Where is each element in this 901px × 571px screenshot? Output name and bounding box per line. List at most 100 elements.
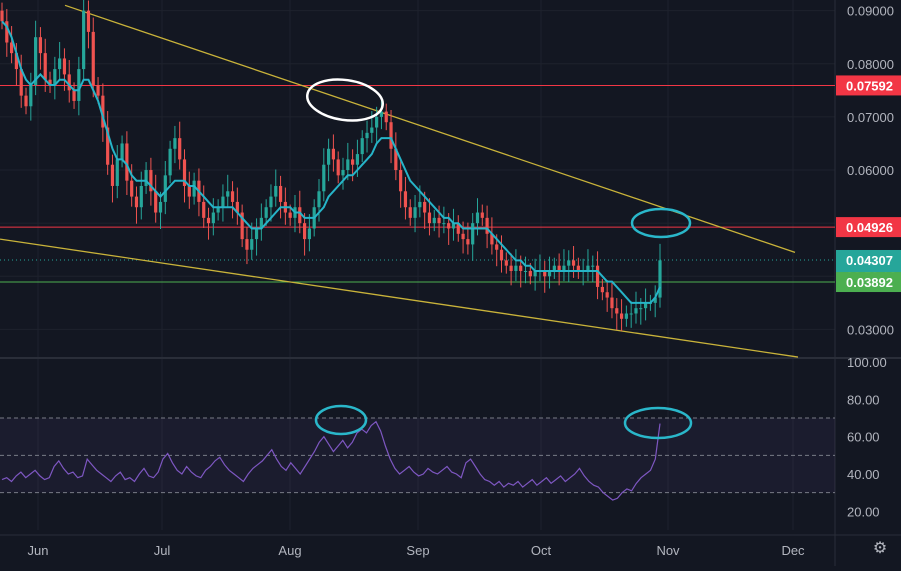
candle-body bbox=[639, 308, 643, 310]
time-tick-label: Aug bbox=[278, 543, 301, 558]
candle-body bbox=[365, 132, 369, 139]
candle-body bbox=[562, 265, 566, 271]
candle-body bbox=[53, 69, 57, 86]
candle-body bbox=[485, 217, 489, 234]
candle-body bbox=[230, 191, 235, 202]
candle-body bbox=[423, 201, 427, 213]
candle-body bbox=[456, 223, 460, 234]
candle-body bbox=[619, 313, 624, 319]
candle-body bbox=[331, 148, 336, 160]
candle-body bbox=[514, 265, 518, 271]
candle-body bbox=[77, 69, 81, 101]
candle-body bbox=[384, 111, 388, 123]
candle-body bbox=[547, 270, 552, 277]
candle-body bbox=[615, 308, 619, 314]
candle-body bbox=[82, 10, 86, 70]
candle-body bbox=[91, 31, 95, 86]
candle-body bbox=[355, 154, 360, 165]
candle-body bbox=[72, 90, 76, 101]
candle-body bbox=[144, 170, 148, 186]
annotation-ellipse-rsi-right bbox=[623, 406, 693, 440]
candle-body bbox=[629, 313, 633, 315]
candle-body bbox=[216, 207, 220, 213]
time-tick-label: Jul bbox=[154, 543, 171, 558]
candle-body bbox=[605, 292, 609, 298]
candle-body bbox=[591, 265, 595, 267]
candle-body bbox=[653, 297, 657, 303]
candle-body bbox=[389, 122, 393, 149]
candle-body bbox=[302, 223, 307, 240]
candle-body bbox=[182, 159, 187, 186]
candle-body bbox=[394, 148, 398, 171]
time-tick-label: Jun bbox=[28, 543, 49, 558]
candle-body bbox=[120, 143, 124, 160]
candle-body bbox=[519, 265, 523, 271]
candle-body bbox=[528, 270, 532, 277]
candle-body bbox=[375, 116, 379, 128]
candle-body bbox=[413, 207, 417, 218]
candle-body bbox=[19, 69, 23, 96]
candle-body bbox=[134, 196, 139, 208]
candle-body bbox=[278, 185, 283, 202]
candle-body bbox=[341, 170, 345, 176]
candle-body bbox=[24, 95, 28, 107]
candle-body bbox=[418, 201, 422, 208]
candle-body bbox=[336, 159, 340, 176]
gear-icon[interactable]: ⚙ bbox=[872, 540, 888, 557]
time-tick-label: Nov bbox=[656, 543, 680, 558]
candle-body bbox=[221, 196, 225, 208]
candle-body bbox=[10, 42, 14, 54]
rsi-line bbox=[1, 420, 661, 501]
candle-body bbox=[326, 148, 331, 165]
candle-body bbox=[475, 212, 480, 224]
candle-body bbox=[192, 180, 196, 197]
candle-body bbox=[624, 313, 628, 319]
candle-body bbox=[34, 37, 38, 86]
moving-average-line bbox=[1, 20, 661, 304]
time-tick-label: Dec bbox=[781, 543, 805, 558]
price-tick-label: 0.03000 bbox=[847, 322, 894, 337]
candle-body bbox=[543, 270, 547, 277]
candle-body bbox=[552, 265, 556, 271]
candle-body bbox=[322, 164, 326, 192]
price-badge-label: 0.07592 bbox=[846, 78, 893, 93]
candle-body bbox=[0, 10, 4, 22]
price-tick-label: 0.07000 bbox=[847, 110, 894, 125]
annotation-ellipse-white bbox=[306, 78, 384, 122]
candle-body bbox=[586, 265, 590, 271]
candle-body bbox=[466, 239, 470, 245]
price-tick-label: 0.08000 bbox=[847, 57, 894, 72]
candle-body bbox=[658, 260, 662, 298]
candle-body bbox=[317, 191, 321, 208]
candle-body bbox=[125, 143, 129, 181]
candle-body bbox=[432, 217, 436, 224]
annotation-ellipse-top bbox=[630, 207, 692, 239]
candle-body bbox=[101, 95, 105, 128]
candle-body bbox=[634, 308, 638, 314]
candle-body bbox=[62, 58, 67, 75]
rsi-tick-label: 20.00 bbox=[847, 504, 880, 519]
candle-body bbox=[106, 127, 110, 165]
candle-body bbox=[437, 217, 441, 224]
price-badge bbox=[836, 272, 901, 293]
candle-body bbox=[58, 58, 62, 70]
candle-body bbox=[571, 260, 576, 266]
candle-body bbox=[202, 201, 206, 218]
candle-body bbox=[360, 138, 364, 155]
candle-body bbox=[130, 180, 134, 197]
candle-body bbox=[250, 239, 254, 250]
candle-body bbox=[557, 265, 561, 271]
candle-body bbox=[471, 223, 475, 245]
candle-body bbox=[509, 265, 513, 271]
candle-body bbox=[351, 159, 355, 165]
candle-body bbox=[86, 10, 91, 32]
candle-body bbox=[643, 302, 648, 309]
price-tick-label: 0.06000 bbox=[847, 163, 894, 178]
candle-body bbox=[149, 170, 153, 192]
candle-body bbox=[427, 212, 432, 224]
time-tick-label: Sep bbox=[406, 543, 429, 558]
rsi-tick-label: 60.00 bbox=[847, 430, 880, 445]
trendline-lower bbox=[0, 238, 799, 358]
